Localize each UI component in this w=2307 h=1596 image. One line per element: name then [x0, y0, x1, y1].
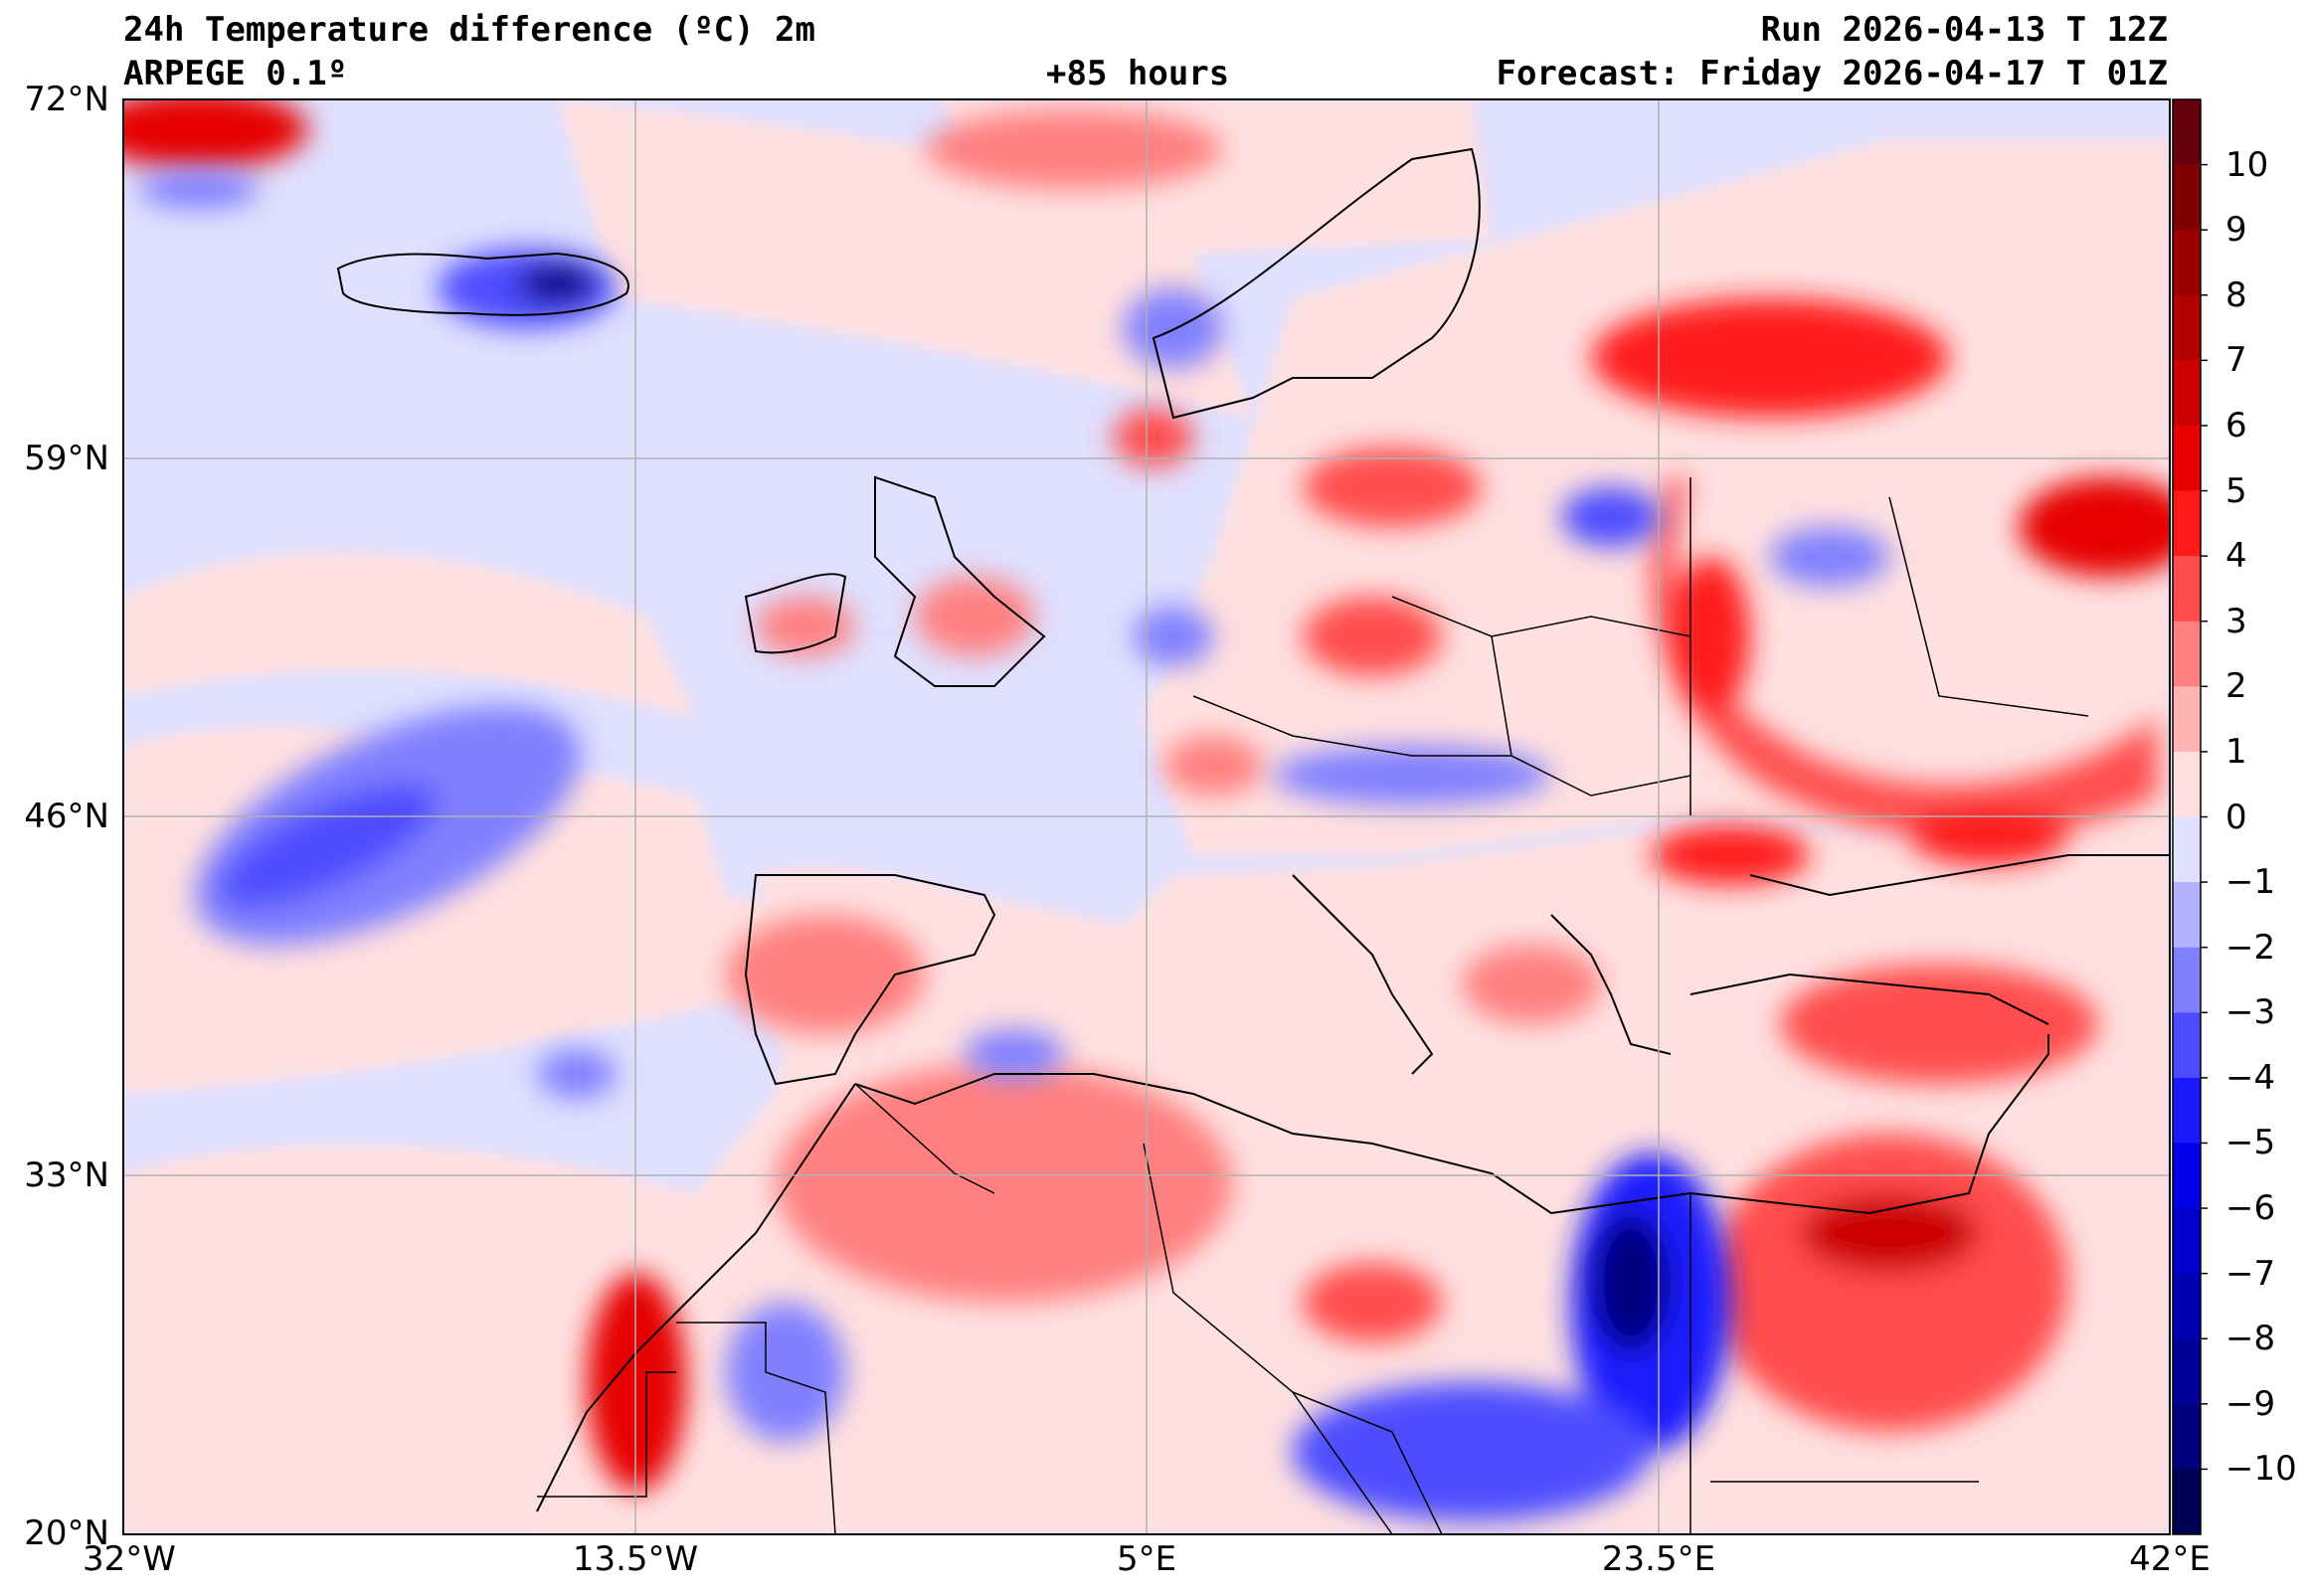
colorbar-label: −1	[2225, 862, 2276, 903]
lead-time: +85 hours	[1046, 54, 1230, 93]
lat-label-59: 59°N	[24, 439, 109, 478]
colorbar-swatch	[2173, 1469, 2201, 1535]
colorbar-swatch	[2173, 1077, 2201, 1144]
colorbar-swatch	[2173, 164, 2201, 231]
colorbar-label: −6	[2225, 1188, 2276, 1229]
colorbar-swatch	[2173, 1273, 2201, 1339]
colorbar-swatch	[2173, 947, 2201, 1013]
colorbar-label: 7	[2225, 340, 2247, 381]
colorbar-label: 9	[2225, 210, 2247, 251]
forecast-time: Forecast: Friday 2026-04-17 T 01Z	[1496, 54, 2168, 93]
colorbar-swatch	[2173, 1208, 2201, 1275]
run-time: Run 2026-04-13 T 12Z	[1760, 10, 2168, 50]
colorbar-label: 5	[2225, 470, 2247, 511]
lon-label-13-5w: 13.5°W	[572, 1539, 699, 1579]
lat-label-20: 20°N	[24, 1513, 109, 1553]
colorbar-swatch	[2173, 99, 2201, 166]
colorbar-label: 0	[2225, 797, 2247, 837]
colorbar-label: 10	[2225, 144, 2269, 185]
colorbar-label: −3	[2225, 992, 2276, 1033]
cold-anomalies	[139, 169, 1889, 1521]
temperature-field	[123, 99, 2170, 1534]
lon-label-42e: 42°E	[2129, 1539, 2211, 1579]
colorbar-swatch	[2173, 556, 2201, 622]
lon-label-5e: 5°E	[1116, 1539, 1177, 1579]
colorbar-swatch	[2173, 490, 2201, 557]
colorbar-swatch	[2173, 816, 2201, 883]
colorbar-swatch	[2173, 1338, 2201, 1405]
colorbar-label: 4	[2225, 536, 2247, 577]
borders	[537, 477, 2089, 1534]
lat-label-33: 33°N	[24, 1155, 109, 1195]
colorbar-label: −7	[2225, 1253, 2276, 1294]
lon-label-23-5e: 23.5°E	[1601, 1539, 1716, 1579]
colorbar-label: 2	[2225, 666, 2247, 707]
colorbar-swatch	[2173, 1012, 2201, 1079]
coastlines	[336, 147, 2170, 1512]
colorbar-label: 6	[2225, 405, 2247, 445]
colorbar-label: −10	[2225, 1449, 2297, 1490]
colorbar-swatch	[2173, 230, 2201, 296]
colorbar-swatch	[2173, 751, 2201, 817]
colorbar-swatch	[2173, 425, 2201, 492]
colorbar-label: −5	[2225, 1123, 2276, 1163]
colorbar-swatch	[2173, 882, 2201, 949]
colorbar-label: 1	[2225, 731, 2247, 772]
colorbar-swatch	[2173, 360, 2201, 427]
colorbar-label: 8	[2225, 274, 2247, 315]
colorbar-label: −9	[2225, 1383, 2276, 1424]
lat-label-72: 72°N	[24, 80, 109, 119]
colorbar-label: −4	[2225, 1057, 2276, 1098]
colorbar-label: −8	[2225, 1319, 2276, 1359]
colorbar-label: 3	[2225, 601, 2247, 641]
colorbar-swatch	[2173, 1403, 2201, 1470]
lat-label-46: 46°N	[24, 797, 109, 836]
lon-label-32w: 32°W	[83, 1539, 176, 1579]
colorbar-swatch	[2173, 686, 2201, 753]
map-title: 24h Temperature difference (ºC) 2m	[123, 10, 815, 50]
colorbar-swatch	[2173, 1143, 2201, 1209]
model-label: ARPEGE 0.1º	[123, 54, 348, 93]
gridlines	[123, 99, 2170, 1534]
map-frame	[122, 98, 2171, 1535]
colorbar	[2172, 98, 2208, 1535]
colorbar-label: −2	[2225, 927, 2276, 968]
colorbar-swatch	[2173, 294, 2201, 361]
colorbar-swatch	[2173, 621, 2201, 687]
